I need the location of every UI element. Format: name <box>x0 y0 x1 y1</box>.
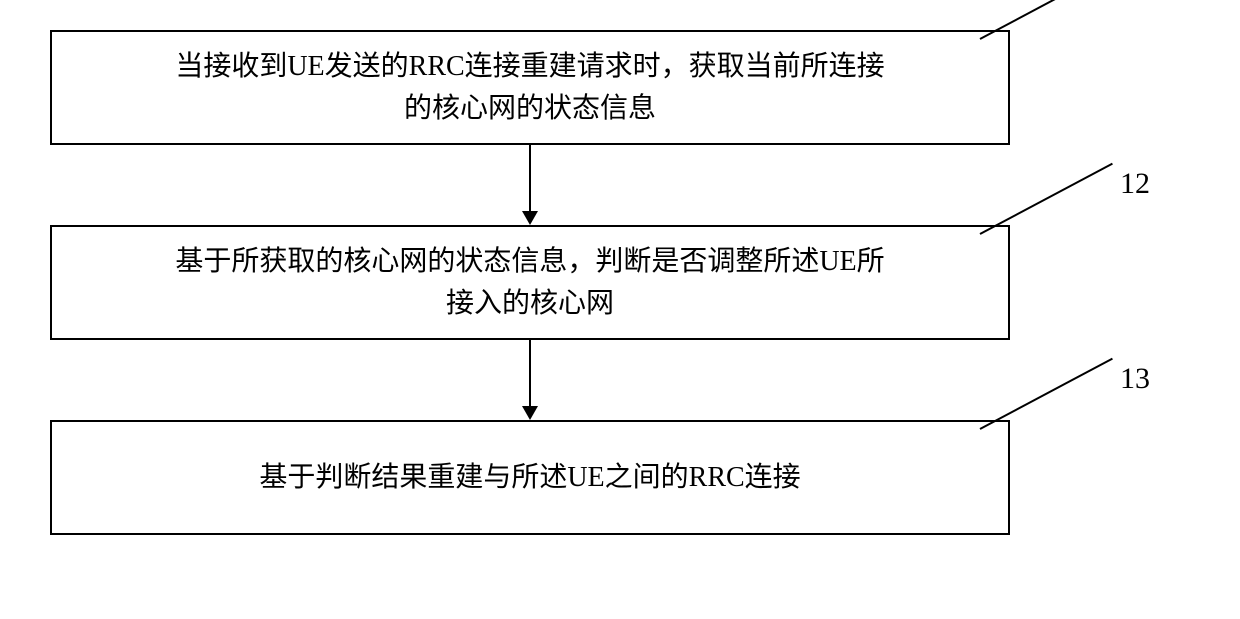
step-1-line2: 的核心网的状态信息 <box>404 93 656 124</box>
arrow-2-head <box>522 406 538 420</box>
arrow-1-line <box>529 145 531 211</box>
step-1-text: 当接收到UE发送的RRC连接重建请求时，获取当前所连接 的核心网的状态信息 <box>145 31 914 145</box>
step-3-label: 13 <box>1120 362 1150 396</box>
flowchart-step-1: 当接收到UE发送的RRC连接重建请求时，获取当前所连接 的核心网的状态信息 <box>50 30 1010 145</box>
step-2-label-line <box>980 163 1113 235</box>
flowchart-step-2: 基于所获取的核心网的状态信息，判断是否调整所述UE所 接入的核心网 <box>50 225 1010 340</box>
step-3-line1: 基于判断结果重建与所述UE之间的RRC连接 <box>259 462 800 493</box>
step-2-line2: 接入的核心网 <box>446 288 614 319</box>
flowchart-step-3: 基于判断结果重建与所述UE之间的RRC连接 <box>50 420 1010 535</box>
step-2-text: 基于所获取的核心网的状态信息，判断是否调整所述UE所 接入的核心网 <box>145 226 914 340</box>
step-1-label: 11 <box>1120 0 1149 6</box>
step-2-line1: 基于所获取的核心网的状态信息，判断是否调整所述UE所 <box>175 246 884 277</box>
arrow-2-line <box>529 340 531 406</box>
step-1-line1: 当接收到UE发送的RRC连接重建请求时，获取当前所连接 <box>175 51 884 82</box>
step-3-text: 基于判断结果重建与所述UE之间的RRC连接 <box>229 442 830 514</box>
arrow-1-head <box>522 211 538 225</box>
step-3-label-line <box>980 358 1113 430</box>
step-2-label: 12 <box>1120 167 1150 201</box>
